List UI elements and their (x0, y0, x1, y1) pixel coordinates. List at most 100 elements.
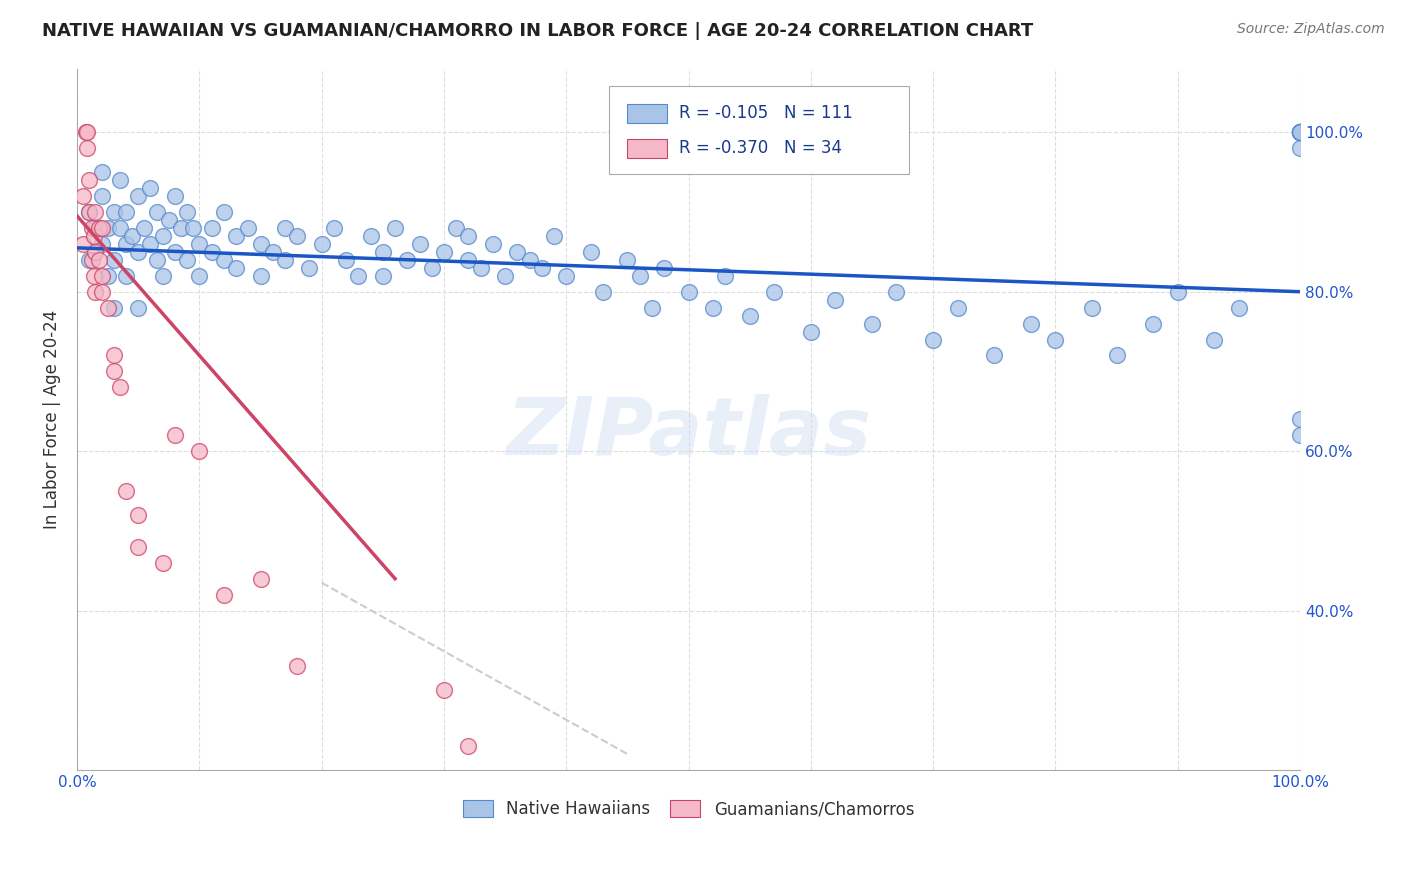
Point (1289, 428, 1312, 442)
Point (652, 260, 675, 275)
Point (433, 683, 456, 698)
Point (201, 244, 224, 259)
FancyBboxPatch shape (627, 103, 666, 123)
Point (79, 252, 101, 267)
Point (170, 221, 193, 235)
Point (121, 228, 143, 243)
Point (225, 228, 247, 243)
Point (1204, 333, 1226, 347)
Point (103, 349, 125, 363)
Point (115, 205, 138, 219)
Point (75, 125, 97, 139)
Point (115, 483, 138, 498)
Point (84, 244, 107, 259)
Point (127, 244, 149, 259)
Point (108, 221, 131, 235)
Point (90, 189, 112, 203)
Point (84, 205, 107, 219)
Point (163, 189, 186, 203)
Point (212, 205, 235, 219)
Point (157, 213, 180, 227)
Point (457, 228, 479, 243)
Point (79, 205, 101, 219)
Point (1081, 301, 1104, 315)
Point (922, 333, 945, 347)
Point (628, 268, 651, 283)
Point (1019, 317, 1042, 331)
Point (506, 244, 529, 259)
Text: ZIPatlas: ZIPatlas (506, 394, 872, 472)
Point (181, 221, 204, 235)
FancyBboxPatch shape (627, 138, 666, 158)
Text: NATIVE HAWAIIAN VS GUAMANIAN/CHAMORRO IN LABOR FORCE | AGE 20-24 CORRELATION CHA: NATIVE HAWAIIAN VS GUAMANIAN/CHAMORRO IN… (42, 22, 1033, 40)
Point (1142, 317, 1164, 331)
Point (763, 285, 786, 299)
Point (592, 285, 614, 299)
Point (371, 268, 394, 283)
Point (298, 260, 321, 275)
Point (145, 205, 167, 219)
Point (482, 236, 505, 251)
Point (176, 205, 198, 219)
Point (90, 268, 112, 283)
Point (983, 349, 1005, 363)
Point (163, 244, 186, 259)
Point (1289, 125, 1312, 139)
FancyBboxPatch shape (609, 86, 908, 174)
Point (97, 301, 120, 315)
Point (72, 189, 94, 203)
Point (103, 252, 125, 267)
Point (738, 309, 761, 323)
Point (108, 380, 131, 394)
Point (238, 221, 260, 235)
Point (311, 236, 333, 251)
Point (139, 236, 162, 251)
Point (87, 252, 110, 267)
Point (824, 293, 846, 307)
Point (103, 301, 125, 315)
Point (457, 252, 479, 267)
Point (555, 268, 578, 283)
Text: R = -0.370   N = 34: R = -0.370 N = 34 (679, 139, 842, 158)
Point (262, 244, 284, 259)
Point (249, 236, 271, 251)
Point (1289, 125, 1312, 139)
Point (420, 260, 443, 275)
Point (76, 125, 98, 139)
Y-axis label: In Labor Force | Age 20-24: In Labor Force | Age 20-24 (44, 310, 60, 529)
Point (274, 221, 297, 235)
Point (97, 221, 120, 235)
Point (1289, 125, 1312, 139)
Point (860, 317, 883, 331)
Point (285, 659, 308, 673)
Point (678, 285, 700, 299)
Point (115, 268, 138, 283)
Point (433, 244, 456, 259)
Point (641, 301, 664, 315)
Point (225, 260, 247, 275)
Point (72, 236, 94, 251)
Point (457, 739, 479, 753)
Point (530, 260, 553, 275)
Point (371, 244, 394, 259)
Point (1227, 301, 1250, 315)
Point (83, 228, 105, 243)
Text: R = -0.105   N = 111: R = -0.105 N = 111 (679, 104, 852, 122)
Point (1289, 125, 1312, 139)
Point (800, 325, 823, 339)
Point (152, 556, 174, 570)
Point (201, 221, 224, 235)
Point (519, 252, 541, 267)
Point (188, 268, 211, 283)
Point (127, 189, 149, 203)
Point (249, 572, 271, 586)
Point (90, 236, 112, 251)
Point (212, 252, 235, 267)
Point (384, 221, 406, 235)
Point (1289, 141, 1312, 155)
Point (579, 244, 602, 259)
Point (444, 221, 467, 235)
Point (152, 228, 174, 243)
Point (176, 252, 198, 267)
Point (145, 252, 167, 267)
